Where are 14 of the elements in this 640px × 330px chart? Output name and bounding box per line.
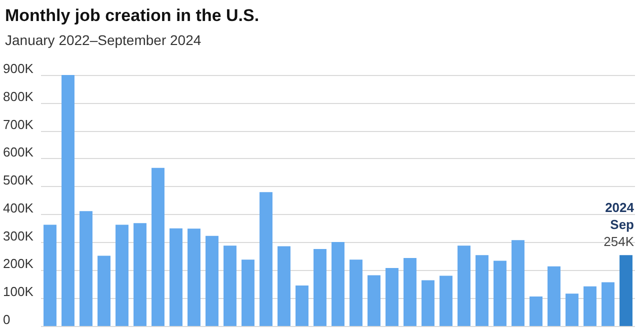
data-label: 254K [604, 234, 634, 250]
y-tick-label: 100K [3, 284, 34, 300]
chart-subtitle: January 2022–September 2024 [5, 32, 202, 48]
y-tick-label: 300K [3, 228, 34, 244]
chart-title: Monthly job creation in the U.S. [5, 6, 260, 25]
y-tick-label: 200K [3, 256, 34, 272]
y-tick-label: 0 [3, 312, 10, 327]
y-tick-label: 600K [3, 144, 34, 160]
y-tick-label: 700K [3, 116, 34, 132]
y-tick-label: 500K [3, 172, 34, 188]
y-tick-label: 800K [3, 88, 34, 104]
y-tick-label: 400K [3, 200, 34, 216]
y-tick-label: 900K [3, 61, 34, 76]
annotation: 2024 Sep [605, 200, 635, 232]
